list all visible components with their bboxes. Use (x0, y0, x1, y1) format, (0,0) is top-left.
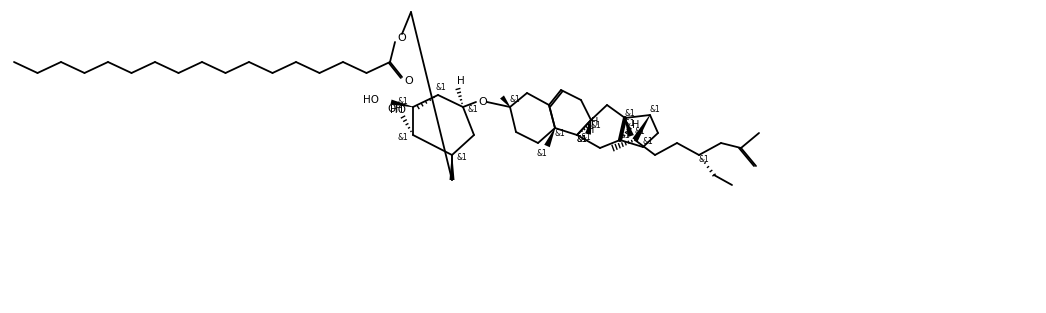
Text: &1: &1 (435, 83, 447, 91)
Text: O: O (397, 33, 407, 43)
Text: &1: &1 (509, 95, 520, 105)
Text: H: H (587, 125, 595, 135)
Text: HO: HO (390, 105, 406, 115)
Text: &1: &1 (619, 131, 631, 140)
Polygon shape (585, 120, 591, 135)
Text: O: O (405, 76, 413, 86)
Text: &1: &1 (537, 150, 547, 158)
Text: H: H (591, 117, 598, 127)
Text: O: O (479, 97, 487, 107)
Text: H: H (633, 120, 640, 130)
Polygon shape (544, 128, 555, 147)
Text: &1: &1 (397, 134, 408, 142)
Text: &1: &1 (635, 127, 645, 136)
Polygon shape (500, 95, 510, 107)
Text: &1: &1 (468, 105, 478, 115)
Text: &1: &1 (624, 109, 635, 117)
Text: &1: &1 (650, 105, 660, 115)
Text: &1: &1 (397, 98, 408, 106)
Text: &1: &1 (576, 136, 588, 145)
Text: H: H (457, 76, 464, 86)
Text: OH: OH (387, 104, 403, 114)
Text: &1: &1 (642, 137, 654, 146)
Text: &1: &1 (699, 156, 709, 165)
Text: &1: &1 (581, 134, 591, 142)
Text: &1: &1 (554, 129, 566, 137)
Polygon shape (624, 118, 634, 137)
Polygon shape (450, 155, 455, 180)
Text: &1: &1 (457, 153, 468, 162)
Polygon shape (390, 100, 413, 107)
Text: &1: &1 (576, 136, 588, 145)
Text: &1: &1 (591, 121, 601, 130)
Text: &1: &1 (624, 119, 635, 127)
Text: HO: HO (363, 95, 379, 105)
Polygon shape (633, 115, 651, 141)
